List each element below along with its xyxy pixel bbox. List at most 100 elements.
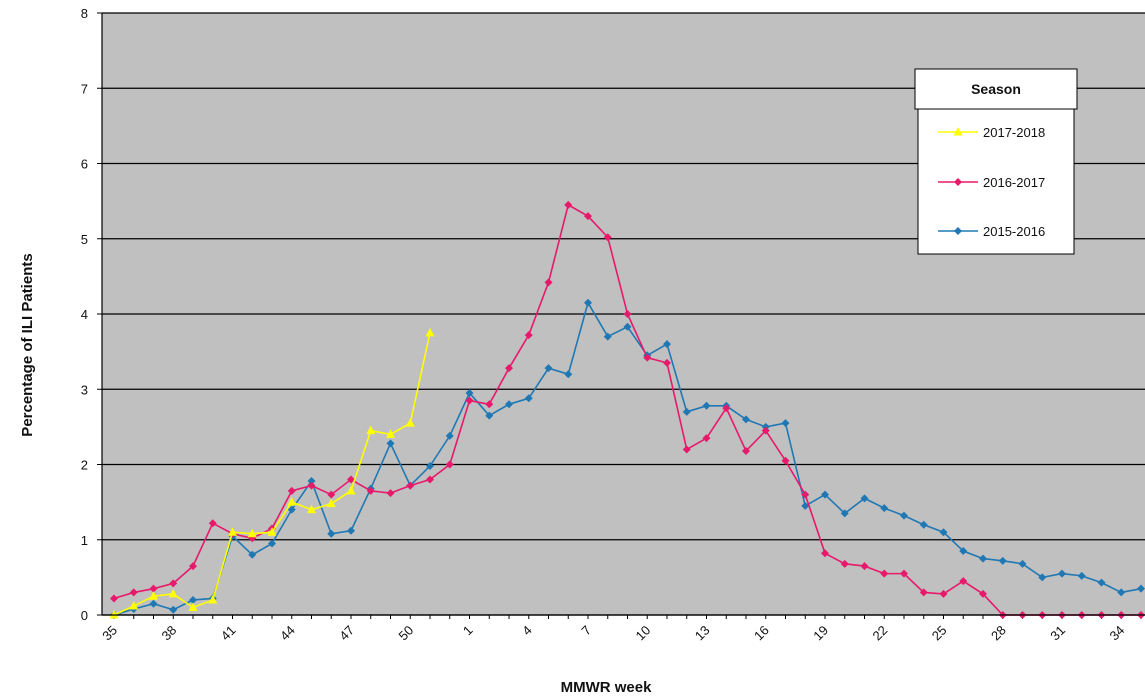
data-point: [603, 332, 612, 341]
x-tick-label: 47: [336, 623, 357, 644]
data-point: [169, 579, 178, 588]
data-point: [564, 370, 573, 379]
legend-entry: 2015-2016: [938, 224, 1045, 239]
data-point: [840, 509, 849, 518]
x-tick-label: 44: [277, 623, 298, 644]
x-tick-label: 19: [810, 623, 831, 644]
data-point: [840, 559, 849, 568]
data-point: [247, 528, 257, 538]
x-tick-label: 34: [1107, 623, 1128, 644]
data-point: [1077, 571, 1086, 580]
y-axis-ticks: 0 1 2 3 4 5 6 7 8: [81, 6, 102, 623]
data-point: [287, 486, 296, 495]
data-point: [228, 527, 237, 536]
data-point: [860, 494, 869, 503]
data-point: [406, 481, 415, 490]
data-point: [880, 569, 889, 578]
data-point: [149, 584, 158, 593]
data-point: [149, 599, 158, 608]
y-tick-label: 0: [81, 608, 88, 623]
x-tick-label: 38: [159, 623, 180, 644]
data-point: [524, 394, 533, 403]
legend-label: 2017-2018: [983, 125, 1045, 140]
x-axis-label: MMWR week: [561, 679, 653, 696]
x-tick-label: 10: [633, 623, 654, 644]
data-point: [505, 400, 513, 409]
data-point: [465, 396, 474, 405]
data-point: [1117, 588, 1126, 597]
data-point: [584, 212, 592, 221]
legend-title: Season: [971, 81, 1021, 97]
data-point: [366, 425, 376, 435]
data-point: [327, 490, 336, 499]
data-point: [1018, 559, 1027, 568]
data-point: [1058, 569, 1066, 578]
data-point: [623, 310, 632, 318]
data-point: [821, 549, 829, 558]
data-point: [326, 498, 336, 508]
data-point: [405, 418, 415, 427]
y-tick-label: 3: [81, 382, 88, 397]
x-tick-label: 41: [218, 623, 239, 644]
data-point: [821, 490, 829, 499]
data-point: [267, 527, 277, 536]
x-tick-label: 7: [578, 623, 594, 639]
data-point: [426, 462, 434, 471]
data-point: [682, 407, 691, 416]
legend-label: 2015-2016: [983, 224, 1045, 239]
data-point: [919, 520, 928, 529]
data-point: [109, 610, 119, 619]
data-point: [603, 233, 612, 242]
legend: Season 2017-2018 2016-2017 2015-2016: [914, 68, 1078, 255]
y-tick-label: 6: [81, 157, 88, 172]
data-point: [110, 594, 118, 603]
data-point: [702, 401, 711, 410]
data-point: [998, 556, 1007, 565]
x-tick-label: 35: [99, 623, 120, 644]
data-point: [347, 475, 355, 484]
data-point: [939, 528, 948, 537]
x-tick-label: 4: [519, 623, 535, 639]
data-point: [248, 550, 257, 559]
data-point: [564, 200, 573, 209]
x-tick-label: 50: [396, 623, 417, 644]
y-tick-label: 5: [81, 232, 88, 247]
data-point: [347, 526, 355, 535]
y-axis-label: Percentage of ILI Patients: [19, 253, 36, 436]
data-point: [129, 588, 138, 597]
data-point: [761, 426, 770, 435]
x-tick-label: 31: [1047, 623, 1068, 644]
data-point: [801, 501, 810, 510]
legend-title-box: [914, 68, 1078, 110]
legend-entries: 2017-2018 2016-2017 2015-2016: [938, 125, 1045, 239]
data-point: [880, 504, 889, 513]
x-tick-label: 28: [988, 623, 1009, 644]
data-point: [485, 400, 494, 409]
data-point: [663, 358, 671, 367]
y-tick-label: 8: [81, 6, 88, 21]
series-layer: [109, 200, 1145, 619]
data-point: [189, 562, 197, 571]
data-point: [959, 577, 968, 586]
data-point: [979, 554, 987, 563]
x-tick-label: 25: [929, 623, 950, 644]
data-point: [327, 529, 336, 538]
series-2017-2018: [109, 327, 435, 619]
x-tick-label: 13: [692, 623, 713, 644]
data-point: [268, 539, 276, 548]
data-point: [781, 456, 790, 465]
data-point: [188, 602, 198, 611]
data-point: [168, 588, 178, 598]
data-point: [1097, 578, 1106, 587]
data-point: [307, 481, 316, 490]
data-point: [544, 364, 553, 373]
legend-marker: [953, 127, 963, 136]
data-point: [702, 434, 711, 443]
data-point: [208, 519, 217, 528]
legend-entry: 2017-2018: [938, 125, 1045, 140]
legend-label: 2016-2017: [983, 175, 1045, 190]
data-point: [189, 595, 197, 604]
data-point: [742, 415, 750, 424]
data-point: [1038, 573, 1047, 582]
legend-marker: [954, 178, 962, 186]
